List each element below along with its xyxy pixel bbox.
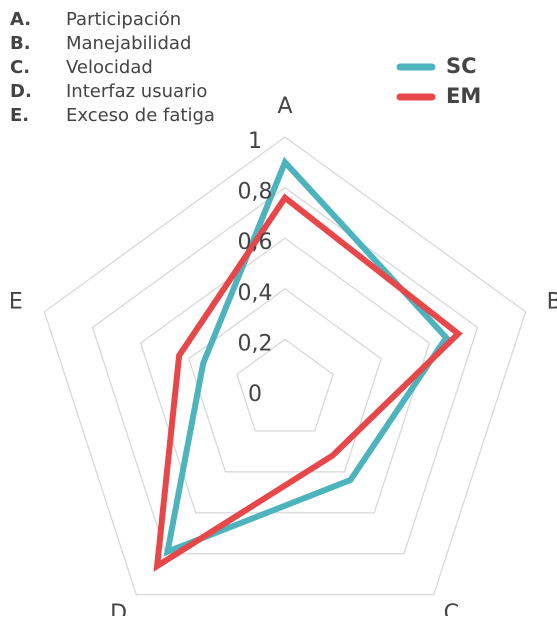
key-name: Exceso de fatiga — [66, 105, 215, 126]
key-name: Interfaz usuario — [66, 81, 207, 102]
key-letter: D. — [10, 81, 32, 102]
key-name: Manejabilidad — [66, 33, 191, 54]
key-name: Participación — [66, 9, 181, 30]
series-line — [153, 193, 463, 572]
grid-ring — [43, 136, 527, 596]
grid-ring — [91, 186, 479, 555]
key-name: Velocidad — [66, 57, 153, 78]
grid-ring — [188, 288, 382, 473]
series-line — [163, 156, 451, 557]
axis-label: E — [9, 290, 23, 315]
legend-label: EM — [446, 84, 481, 108]
grid-ring — [236, 338, 334, 432]
tick-label: 0 — [248, 382, 262, 407]
axis-label: A — [277, 94, 292, 119]
tick-label: 0,6 — [238, 230, 273, 255]
axis-label: C — [444, 601, 459, 616]
key-letter: C. — [10, 57, 30, 78]
key-letter: E. — [10, 105, 29, 126]
legend-label: SC — [446, 54, 477, 78]
key-letter: A. — [10, 9, 31, 30]
tick-label: 0,4 — [238, 281, 273, 306]
grid-ring — [139, 237, 431, 514]
axis-label: B — [547, 290, 557, 315]
tick-label: 0,2 — [238, 331, 273, 356]
axis-label: D — [110, 601, 127, 616]
tick-label: 1 — [248, 129, 262, 154]
key-letter: B. — [10, 33, 31, 54]
tick-label: 0,8 — [238, 180, 273, 205]
